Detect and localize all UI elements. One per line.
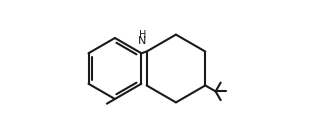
- Text: N: N: [138, 36, 147, 46]
- Text: H: H: [139, 30, 146, 40]
